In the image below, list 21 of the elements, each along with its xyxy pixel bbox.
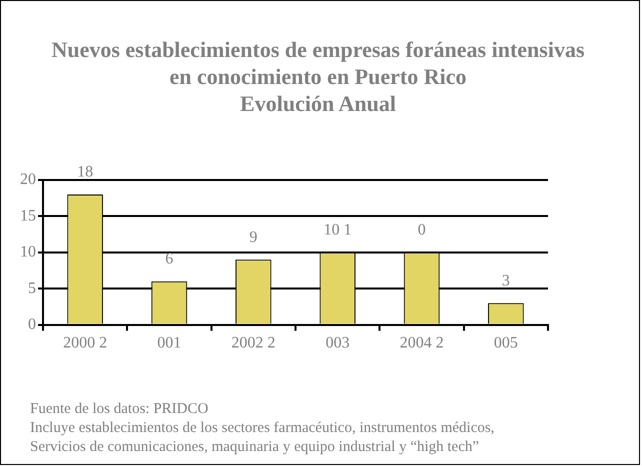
y-tick-label: 15 [20, 207, 36, 224]
source-note: Fuente de los datos: PRIDCO [30, 400, 210, 419]
text: Incluye establecimientos de los sectores farmacéutico, instrumentos médicos, [30, 419, 494, 438]
data-label: 6 [165, 250, 174, 268]
annotation: 10 1 [324, 222, 352, 239]
y-tick-label: 20 [20, 171, 36, 188]
chart-title: Nuevos establecimientos de empresas foráneas intensivas en conocimiento en Puerto Rico Evolución Anual [50, 36, 586, 117]
y-tick-label: 5 [28, 280, 36, 297]
x-tick-label: 001 [157, 334, 182, 352]
data-label: 3 [502, 272, 510, 290]
x-tick-label: 003 [326, 334, 350, 352]
data-label: 9 [249, 228, 258, 246]
y-tick-label: 10 [20, 244, 36, 261]
x-tick-label: 2000 2 [63, 334, 108, 352]
y-tick-label: 0 [28, 316, 36, 334]
x-tick-label: 2004 2 [400, 334, 444, 352]
text: Servicios de comunicaciones, maquinaria y equipo industrial y “high tech” [30, 438, 480, 457]
annotation: 0 [418, 222, 426, 239]
data-label: 18 [77, 164, 94, 181]
x-tick-label: 2002 2 [231, 334, 276, 352]
x-tick-label: 005 [494, 334, 518, 352]
